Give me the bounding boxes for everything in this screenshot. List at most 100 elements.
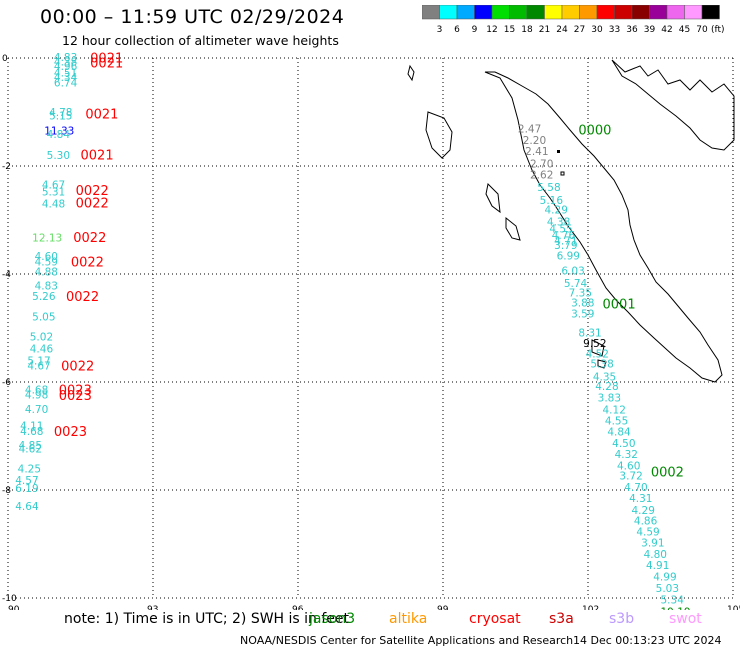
right-swh-label: 4.50 [612,438,635,450]
coastline-malaysia [611,59,735,151]
map-subtitle: 12 hour collection of altimeter wave hei… [62,33,339,48]
right-swh-label: 4.80 [644,549,667,561]
right-swh-label: 4.76 [552,230,576,242]
left-swh-label: 4.78 [49,107,72,119]
right-swh-label: 3.79 [554,240,577,252]
right-swh-label: 4.28 [595,381,618,393]
right-swh-label: 6.99 [557,250,580,262]
right-swh-label: 4.84 [607,426,631,438]
wave-height-map: 909396991021050-2-4-6-8-10 4.834.384.964… [2,51,740,610]
left-pass-time-label: 0022 [71,255,104,270]
island-dot-outline [560,171,565,176]
legend-cryosat: cryosat [469,611,521,627]
right-swh-label: 2.70 [530,159,553,171]
right-swh-label: 2.20 [523,135,546,147]
right-swh-label: 7.35 [569,288,592,300]
x-tick-label: 96 [292,605,304,610]
colorbar-unit: (ft) [711,25,725,35]
left-pass-time-label: 0021 [85,107,118,122]
right-swh-label: 5.74 [564,278,588,290]
left-swh-label: 4.46 [30,343,54,355]
left-swh-label: 5.26 [32,291,56,303]
x-tick-label: 99 [437,605,449,610]
left-pass-time-label: 0022 [76,197,109,212]
colorbar-tick-label: 3 [437,25,443,35]
island-siberut [505,216,521,241]
left-swh-label: 6.74 [54,78,78,90]
right-swh-label: 4.99 [653,572,676,584]
right-swh-label: 3.83 [598,392,621,404]
x-tick-label: 93 [147,605,158,610]
left-swh-label: 4.57 [15,475,38,487]
colorbar-tick-label: 6 [454,25,460,35]
right-swh-label: 3.72 [619,471,642,483]
left-swh-label: 11.33 [44,126,74,138]
colorbar-tick-label: 18 [521,25,533,35]
left-pass-time-label: 0021 [81,149,114,164]
legend-jason3: jason3 [309,611,356,627]
right-swh-label: 5.03 [656,583,679,595]
left-swh-label: 4.51 [54,67,77,79]
right-pass-time-label: 0002 [651,466,684,481]
right-swh-label: 5.34 [661,594,685,606]
left-swh-label: 5.05 [32,311,55,323]
left-swh-label: 4.48 [42,199,65,211]
left-pass-time-label: 0022 [61,360,94,375]
axis-tick-labels: 90 93 96 99 102 105 0 -2 -4 -6 -8 -10 [2,54,740,610]
left-swh-label: 4.83 [35,281,58,293]
colorbar-tick-label: 9 [472,25,478,35]
right-swh-label: 4.32 [615,449,638,461]
left-swh-label: 12.13 [32,233,62,245]
y-tick-label: -8 [2,486,11,496]
colorbar-tick-label: 45 [679,25,690,35]
right-swh-label: 9.52 [583,338,606,350]
colorbar-tick-label: 33 [609,25,620,35]
colorbar-tick-label: 42 [661,25,672,35]
left-swh-label: 4.98 [25,390,48,402]
right-swh-label: 4.60 [617,460,640,472]
map-title: 00:00 – 11:59 UTC 02/29/2024 [40,6,345,28]
island-batu [485,182,501,214]
island-enggano [591,339,605,357]
left-swh-label: 5.02 [30,331,53,343]
right-swh-label: 4.31 [629,493,652,505]
track-right-group: 2.472.202.412.702.625.585.164.294.384.55… [518,124,691,610]
coastline-sumatra [484,71,723,383]
island-simeulue [407,64,415,82]
lat-lon-grid [7,57,734,599]
x-tick-label: 105 [727,605,740,610]
right-swh-label: 4.12 [603,404,626,416]
right-swh-label: 4.59 [636,526,659,538]
left-swh-label: 4.62 [19,444,42,456]
left-swh-label: 4.84 [47,129,71,141]
footer-generated-time: 14 Dec 00:13:23 UTC 2024 [573,634,722,647]
left-swh-label: 4.70 [25,404,48,416]
left-swh-label: 4.83 [54,52,77,64]
left-swh-label: 5.15 [49,111,72,123]
legend-s3b: s3b [609,611,635,627]
right-swh-label: 5.38 [590,358,613,370]
left-swh-label: 4.68 [20,426,43,438]
left-swh-label: 5.30 [47,150,70,162]
left-swh-label: 4.68 [25,384,48,396]
coastline [407,59,735,383]
y-tick-label: -6 [2,378,11,388]
right-swh-label: 4.35 [593,371,616,383]
island-enggano-south [597,359,607,369]
left-pass-time-label: 0022 [73,231,106,246]
right-swh-label: 4.29 [632,505,655,517]
right-swh-label: 3.91 [641,538,664,550]
right-swh-label: 4.52 [586,349,609,361]
colorbar-tick-label: 30 [591,25,603,35]
right-swh-label: 4.55 [549,223,572,235]
left-swh-label: 4.60 [35,251,58,263]
right-swh-label: 8.31 [578,328,601,340]
colorbar-swatch [701,5,720,20]
right-swh-label: 2.41 [525,146,548,158]
left-pass-time-label: 0022 [66,290,99,305]
right-swh-label: 2.62 [530,169,553,181]
colorbar-tick-label: 21 [539,25,550,35]
left-pass-time-label: 0023 [59,383,92,398]
y-tick-label: 0 [2,54,8,64]
left-pass-time-label: 0022 [76,184,109,199]
